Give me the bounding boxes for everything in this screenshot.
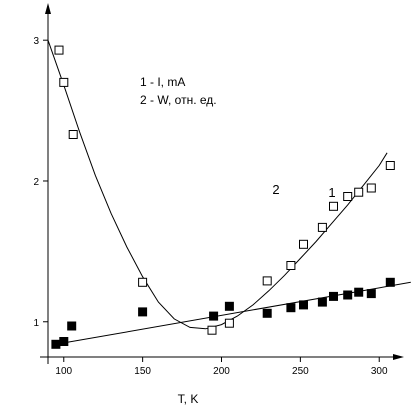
y-tick-label: 3 bbox=[33, 36, 39, 47]
data-points bbox=[51, 45, 395, 349]
point-series-1 bbox=[209, 311, 219, 321]
x-axis-arrow bbox=[393, 354, 404, 360]
point-series-1 bbox=[299, 300, 308, 310]
point-series-1 bbox=[51, 339, 61, 349]
point-series-2 bbox=[317, 222, 327, 232]
legend-line-1: 1 - I, mA bbox=[140, 75, 185, 89]
x-tick-label: 100 bbox=[55, 366, 72, 377]
point-series-1 bbox=[354, 287, 364, 297]
point-series-2 bbox=[385, 161, 395, 170]
fit-curve-2 bbox=[47, 40, 388, 330]
point-series-2 bbox=[354, 187, 364, 197]
point-series-1 bbox=[366, 289, 376, 299]
point-series-2 bbox=[54, 45, 64, 55]
point-series-2 bbox=[59, 77, 69, 87]
point-series-2 bbox=[68, 130, 78, 139]
x-tick-label: 300 bbox=[371, 366, 388, 377]
point-series-2 bbox=[207, 325, 217, 335]
point-series-2 bbox=[286, 261, 296, 270]
point-series-1 bbox=[317, 297, 327, 307]
ticks: 100 150 200 250 300 1 2 3 bbox=[33, 36, 388, 377]
point-series-2 bbox=[262, 276, 272, 286]
y-tick-label: 1 bbox=[33, 318, 39, 329]
point-series-1 bbox=[385, 277, 395, 287]
point-series-2 bbox=[138, 277, 148, 287]
y-tick-label: 2 bbox=[33, 177, 39, 188]
point-series-1 bbox=[343, 290, 353, 300]
x-tick-label: 250 bbox=[292, 366, 309, 377]
y-axis-arrow bbox=[45, 3, 51, 14]
point-series-2 bbox=[366, 183, 376, 193]
axes bbox=[40, 3, 404, 364]
point-series-2 bbox=[299, 239, 308, 249]
legend: 1 - I, mA 2 - W, отн. ед. bbox=[140, 75, 217, 107]
point-series-1 bbox=[286, 303, 296, 313]
x-tick-label: 150 bbox=[134, 366, 151, 377]
point-series-2 bbox=[329, 201, 338, 211]
point-series-1 bbox=[67, 321, 77, 331]
point-series-1 bbox=[329, 291, 338, 301]
point-series-2 bbox=[343, 192, 353, 201]
x-tick-label: 200 bbox=[213, 366, 230, 377]
curve-label-2: 2 bbox=[272, 182, 279, 197]
curve-label-1: 1 bbox=[328, 185, 335, 200]
point-series-1 bbox=[224, 301, 234, 311]
point-series-2 bbox=[224, 318, 234, 328]
legend-line-2: 2 - W, отн. ед. bbox=[140, 93, 217, 107]
x-axis-title: T, K bbox=[178, 392, 199, 406]
curve-labels: 1 2 bbox=[272, 182, 335, 200]
point-series-1 bbox=[59, 337, 69, 346]
point-series-1 bbox=[262, 308, 272, 318]
point-series-1 bbox=[138, 307, 148, 317]
